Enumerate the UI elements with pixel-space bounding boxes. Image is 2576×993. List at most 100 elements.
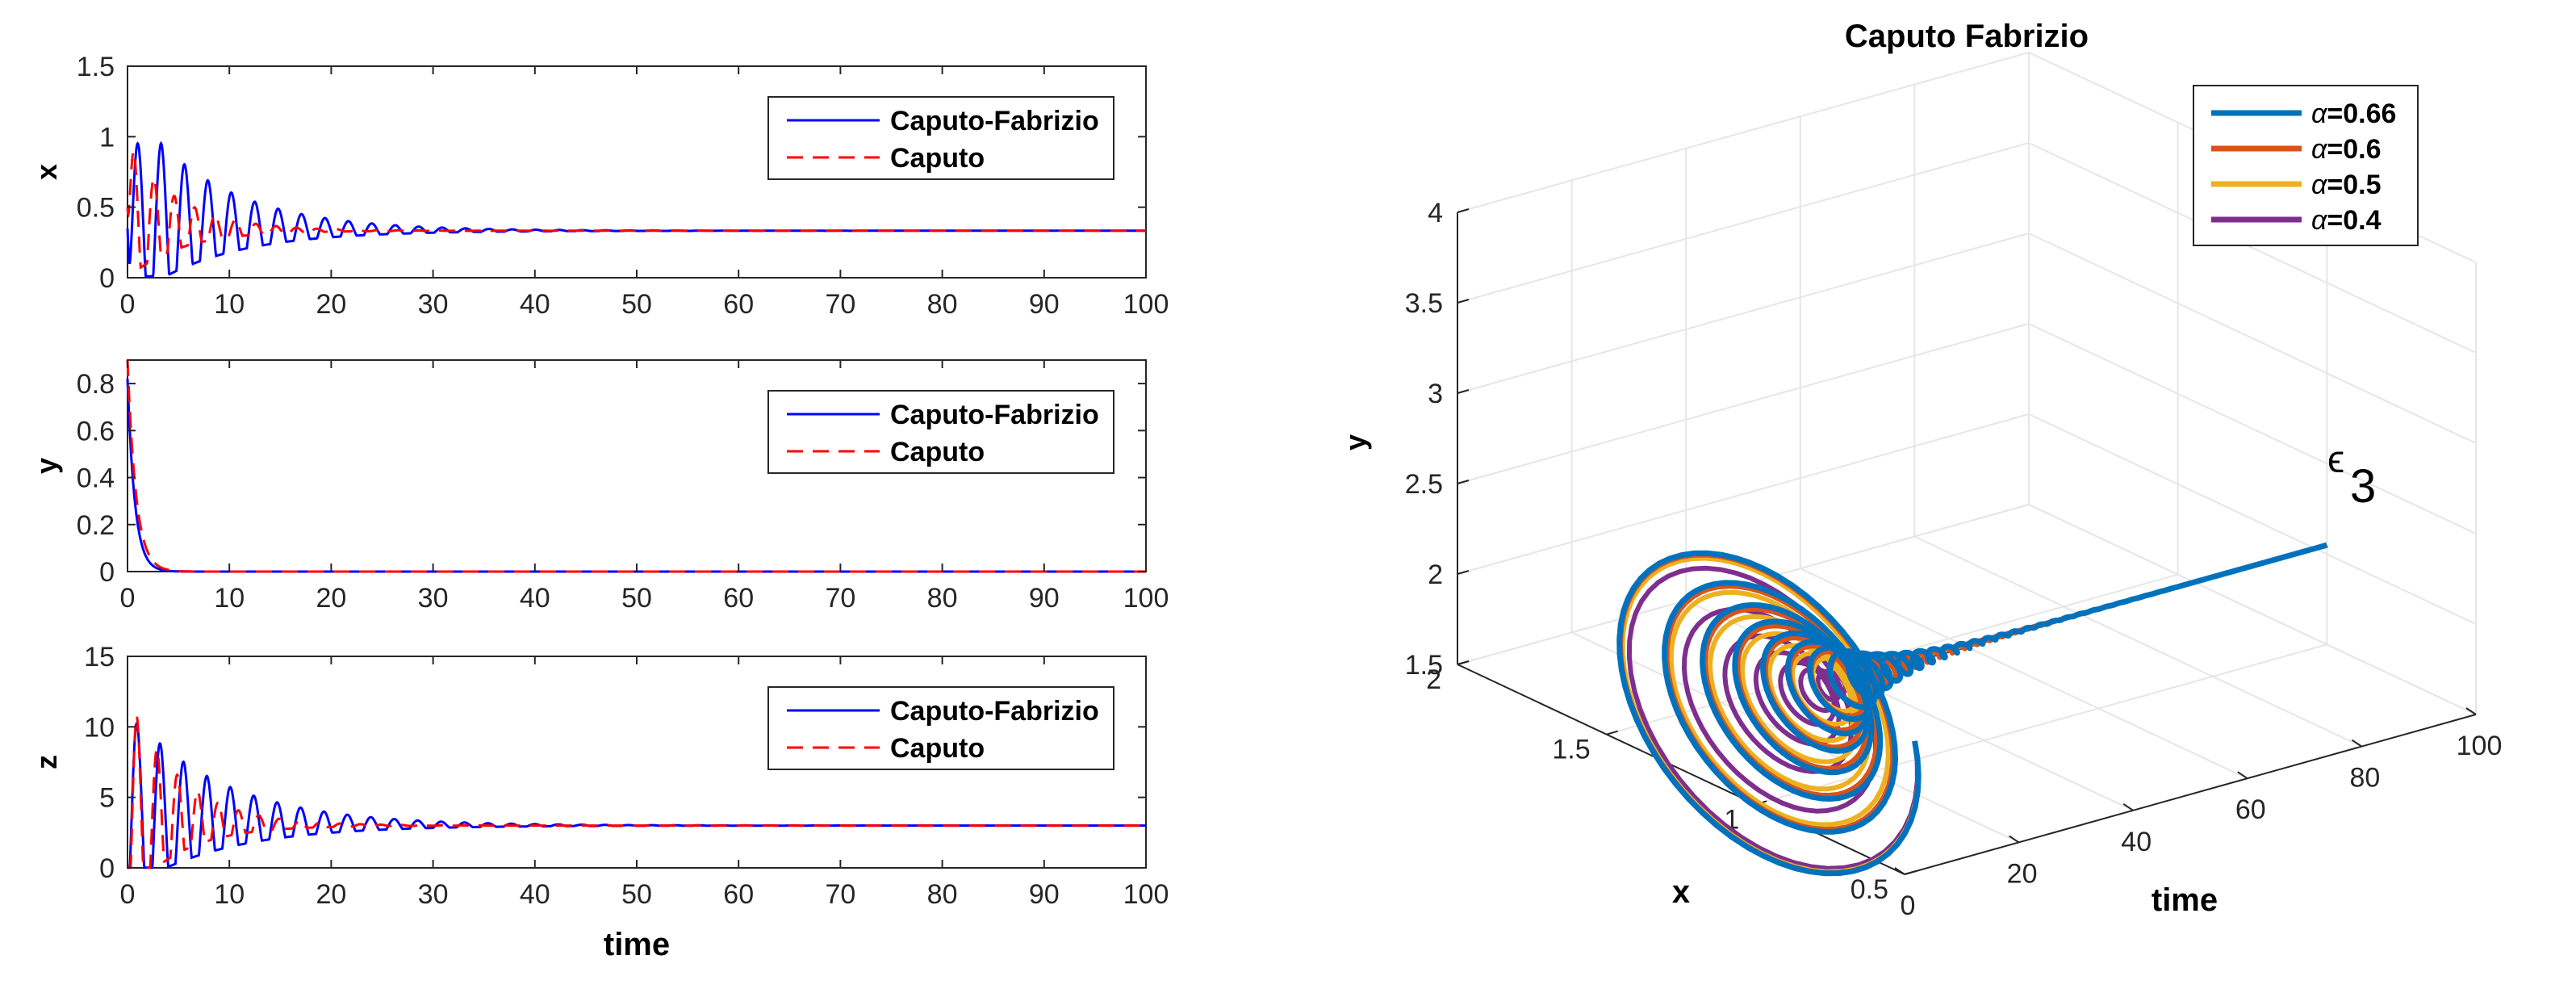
legend: α=0.66 α=0.6 α=0.5 α=0.4 [2193,85,2419,246]
y-tick-label: 0.5 [77,193,115,224]
y-tick-label: 1.5 [77,52,115,82]
time-tick-label: 80 [2349,763,2380,794]
series-lines [127,714,1146,869]
x-tick-label: 0.5 [1850,874,1888,905]
x-tick-label: 90 [1029,289,1060,320]
y-tick-label: 1.5 [1405,650,1443,681]
x-tick-label: 60 [723,289,754,320]
series-lines [126,140,1146,278]
x-tick-label: 90 [1029,879,1060,910]
x-tick-label: 70 [825,289,855,320]
time-tick-label: 40 [2121,827,2152,857]
axis-ticks: 0 10 20 30 40 50 60 70 80 90 100 0 0.5 1 1.5 [77,52,1169,320]
x-tick-label: 20 [316,289,346,320]
x-tick-mark [1606,730,1618,735]
x-tick-label: 1.5 [1552,735,1590,765]
time-tick-label: 0 [1901,890,1916,921]
y-tick-mark [1457,208,1470,213]
time-tick-mark [2237,771,2248,780]
epsilon-annotation: ϵ 3 [2327,438,2376,513]
y-tick-label: 0.8 [77,369,115,400]
y-tick-label: 0 [99,557,115,588]
x-tick-label: 10 [214,583,245,614]
y-tick-mark [1457,480,1470,484]
panel-y-chart: 0 10 20 30 40 50 60 70 80 90 100 0 0.2 0.4 0.6 0.8 y Ca… [30,359,1169,614]
x-tick-label: 0 [120,289,136,320]
x-tick-label: 50 [621,583,652,614]
time-tick-mark [2465,707,2477,715]
annotation-subscript: 3 [2350,460,2376,513]
grid-line [1457,142,2030,304]
y-tick-label: 0.6 [77,416,115,446]
x-tick-label: 100 [1123,879,1169,910]
grid-line [2028,413,2477,625]
y-tick-label: 0 [99,853,115,884]
y-tick-label: 0 [99,263,115,294]
x-tick-label: 60 [723,583,754,614]
time-tick-mark [2122,802,2134,811]
grid-line [1457,52,2030,213]
x-tick-label: 80 [927,879,958,910]
x-tick-label: 2 [1426,664,1441,695]
series-line-caputo-fabrizio [126,140,1146,278]
legend-label-caputo-fabrizio: Caputo-Fabrizio [890,696,1099,727]
x-axis-line [1457,664,1905,875]
y-axis-label: x [30,164,63,180]
legend-label-caputo: Caputo [890,733,985,764]
x-tick-label: 40 [520,583,550,614]
y-tick-mark [1457,389,1470,394]
x-tick-mark [1904,870,1917,875]
time-axis-line [1904,714,2477,875]
legend-label-alpha-066: α=0.66 [2311,98,2396,129]
y-tick-label: 3 [1428,379,1443,409]
x-tick-label: 30 [418,879,449,910]
y-tick-label: 5 [99,783,115,814]
y-tick-label: 10 [84,712,115,743]
time-tick-mark [1894,867,1905,875]
y-tick-mark [1457,299,1470,304]
x-tick-label: 20 [316,583,346,614]
x-tick-label: 60 [723,879,754,910]
y-tick-label: 0.4 [77,463,115,494]
x-tick-label: 10 [214,879,245,910]
panel-x-chart: 0 10 20 30 40 50 60 70 80 90 100 0 0.5 1 1.5 x Caputo-… [30,52,1169,320]
axis-ticks: 0 10 20 30 40 50 60 70 80 90 100 0 5 10 15 [84,642,1169,910]
grid-line [2028,504,2477,715]
grid-line [1457,233,2030,394]
grid-line [2028,323,2477,534]
x-tick-label: 70 [825,879,855,910]
x-tick-label: 70 [825,583,855,614]
time-axis-label: time [2152,882,2218,918]
x-tick-label: 0 [120,583,136,614]
grid-line [1457,413,2030,575]
x-tick-label: 50 [621,289,652,320]
time-tick-mark [2009,835,2020,844]
3d-trajectories [1616,542,2330,877]
x-tick-label: 40 [520,879,550,910]
legend-label-alpha-05: α=0.5 [2311,170,2382,200]
grid-line [1913,535,2362,748]
trajectory-line-alpha-066 [1616,542,2330,877]
y-tick-label: 3.5 [1405,288,1443,319]
x-tick-label: 80 [927,289,958,320]
y-tick-label: 2.5 [1405,469,1443,500]
y-tick-label: 4 [1428,198,1443,228]
grid-line [2028,233,2477,444]
y-tick-label: 0.2 [77,510,115,541]
legend: Caputo-Fabrizio Caputo [767,96,1114,180]
time-tick-label: 60 [2235,794,2266,825]
panel-3d-chart: Caputo Fabrizio 0.511.521.522.533.540204… [1339,19,2502,921]
x-tick-label: 20 [316,879,346,910]
y-tick-mark [1457,660,1470,665]
x-tick-label: 100 [1123,289,1169,320]
chart-title: Caputo Fabrizio [1845,19,2089,54]
grid-line [1457,323,2030,484]
legend-label-alpha-04: α=0.4 [2311,205,2382,236]
legend-label-alpha-06: α=0.6 [2311,134,2382,165]
x-tick-label: 50 [621,879,652,910]
y-axis-label: y [30,458,63,474]
y-axis-label: z [30,755,63,769]
time-tick-label: 20 [2007,858,2038,889]
x-tick-label: 100 [1123,583,1169,614]
